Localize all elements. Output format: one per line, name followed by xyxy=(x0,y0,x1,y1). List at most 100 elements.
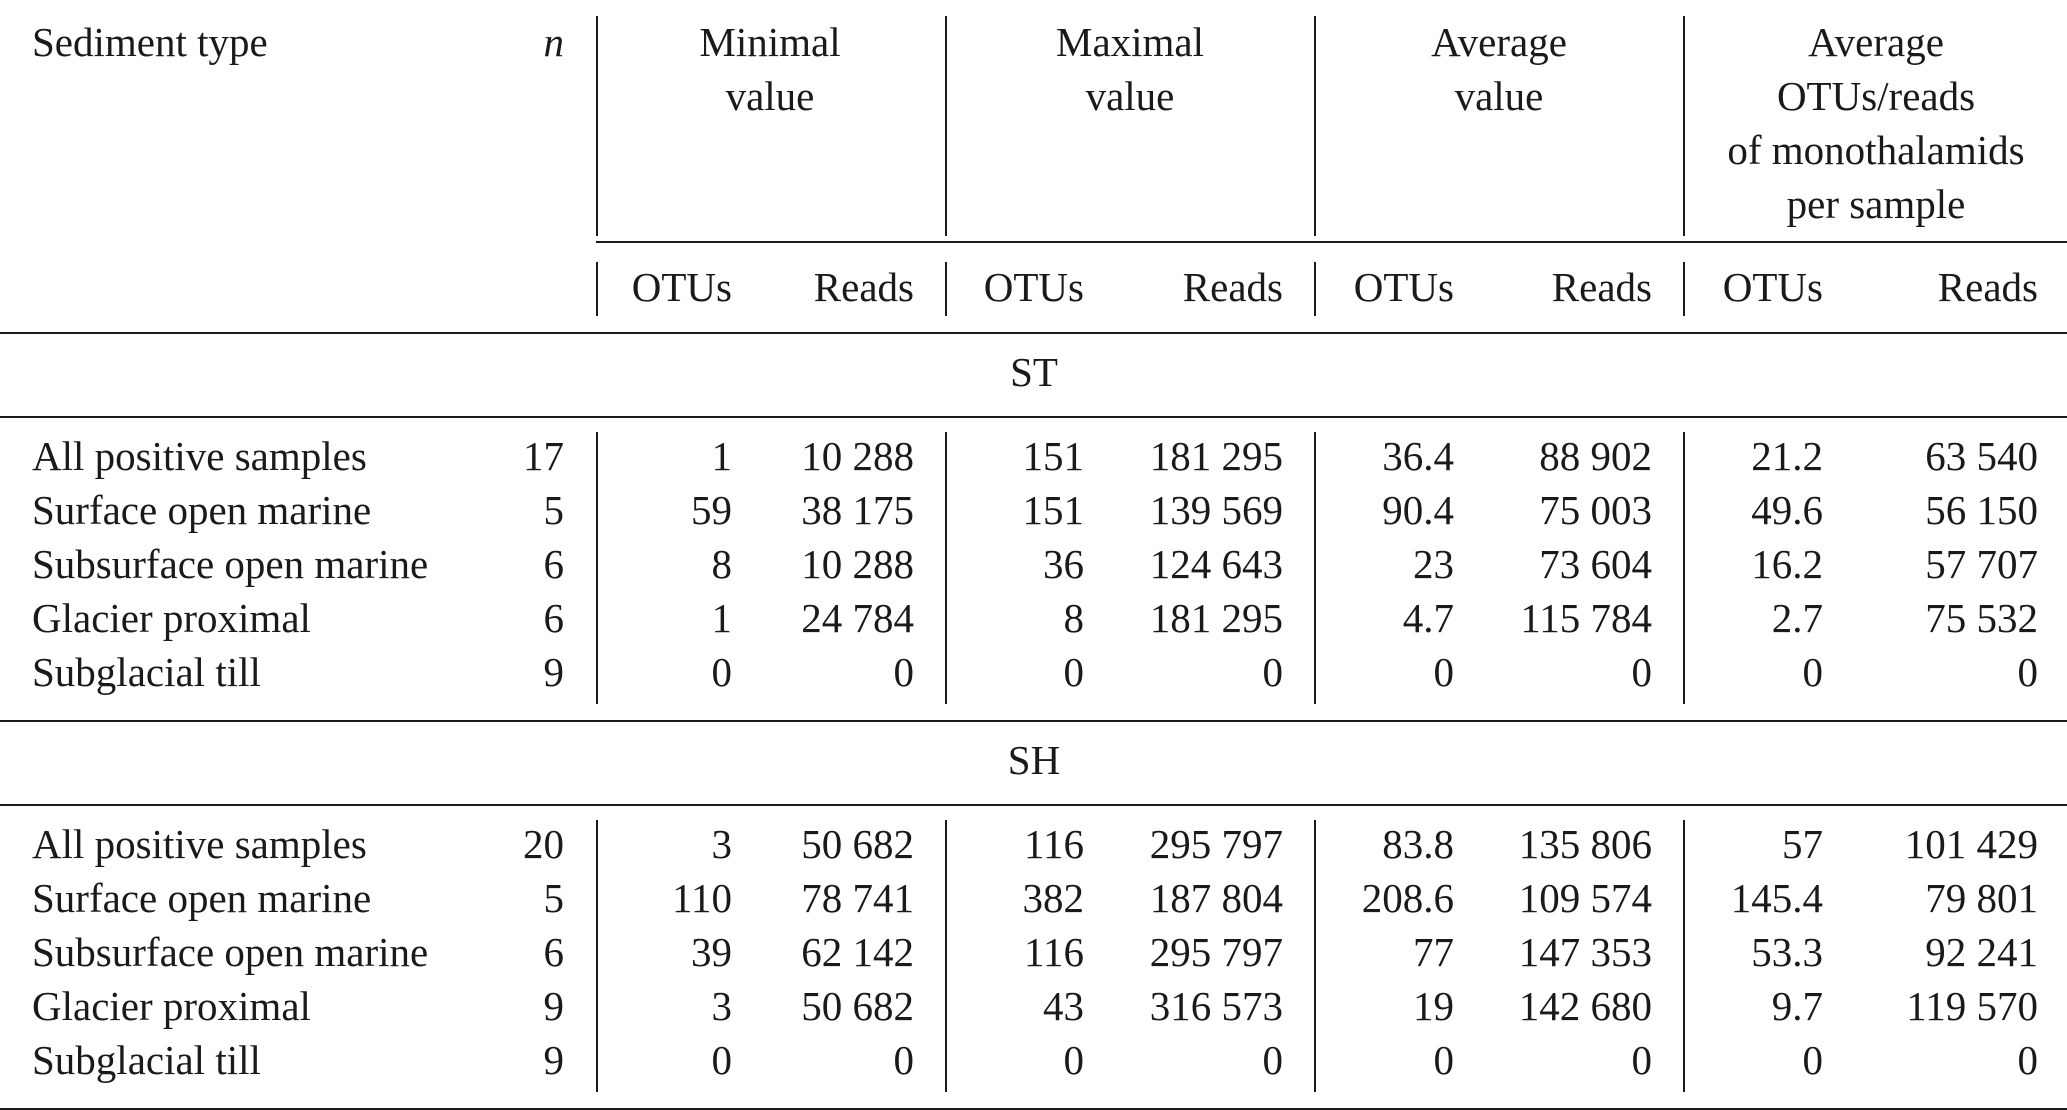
value-cell: 8 xyxy=(1063,595,1085,641)
n-cell: 5 xyxy=(543,487,565,533)
value-cell: 0 xyxy=(1802,1037,1824,1083)
value-cell: 3 xyxy=(711,821,733,867)
value-cell: 77 xyxy=(1413,929,1454,975)
subheader-cell: Reads xyxy=(1551,264,1652,310)
value-cell: 151 xyxy=(1022,433,1085,479)
value-cell: 92 241 xyxy=(1925,929,2038,975)
n-cell: 9 xyxy=(543,1037,565,1083)
value-cell: 49.6 xyxy=(1751,487,1823,533)
body-column-divider xyxy=(596,820,598,1092)
n-cell: 9 xyxy=(543,649,565,695)
value-cell: 0 xyxy=(1433,649,1455,695)
subheader-cell: OTUs xyxy=(631,264,732,310)
value-cell: 8 xyxy=(711,541,733,587)
value-cell: 19 xyxy=(1413,983,1454,1029)
value-cell: 79 801 xyxy=(1925,875,2038,921)
value-cell: 57 xyxy=(1782,821,1823,867)
value-cell: 0 xyxy=(1802,649,1824,695)
subheader-cell: Reads xyxy=(813,264,914,310)
sediment-type-cell: Surface open marine xyxy=(32,875,372,921)
sediment-type-cell: All positive samples xyxy=(32,433,367,479)
value-cell: 295 797 xyxy=(1149,929,1283,975)
value-cell: 145.4 xyxy=(1730,875,1823,921)
value-cell: 21.2 xyxy=(1751,433,1823,479)
value-cell: 53.3 xyxy=(1751,929,1823,975)
subheader-column-divider xyxy=(1683,262,1685,316)
value-cell: 187 804 xyxy=(1149,875,1283,921)
section-label: ST xyxy=(1010,349,1058,395)
value-cell: 151 xyxy=(1022,487,1085,533)
subheader-cell: OTUs xyxy=(1353,264,1454,310)
value-cell: 0 xyxy=(1063,1037,1085,1083)
value-cell: 0 xyxy=(1063,649,1085,695)
subheader-column-divider xyxy=(596,262,598,316)
body-column-divider xyxy=(1314,820,1316,1092)
sediment-type-cell: Subglacial till xyxy=(32,649,261,695)
value-cell: 38 175 xyxy=(801,487,914,533)
value-cell: 124 643 xyxy=(1149,541,1283,587)
value-cell: 2.7 xyxy=(1771,595,1823,641)
value-cell: 382 xyxy=(1022,875,1085,921)
section-label-rule xyxy=(0,804,2067,806)
value-cell: 0 xyxy=(893,649,915,695)
value-cell: 0 xyxy=(1631,649,1653,695)
n-cell: 9 xyxy=(543,983,565,1029)
sediment-type-cell: Surface open marine xyxy=(32,487,372,533)
subheader-cell: OTUs xyxy=(983,264,1084,310)
group-header-line: value xyxy=(1085,73,1175,119)
header-column-divider xyxy=(945,16,947,236)
group-header-line: value xyxy=(1454,73,1544,119)
value-cell: 57 707 xyxy=(1925,541,2038,587)
sediment-type-cell: All positive samples xyxy=(32,821,367,867)
value-cell: 90.4 xyxy=(1382,487,1454,533)
group-header-line: Minimal xyxy=(699,19,841,65)
value-cell: 0 xyxy=(2017,1037,2039,1083)
n-cell: 5 xyxy=(543,875,565,921)
value-cell: 36 xyxy=(1043,541,1084,587)
value-cell: 135 806 xyxy=(1518,821,1652,867)
value-cell: 83.8 xyxy=(1382,821,1454,867)
value-cell: 115 784 xyxy=(1520,595,1652,641)
sediment-type-cell: Glacier proximal xyxy=(32,983,311,1029)
value-cell: 9.7 xyxy=(1771,983,1823,1029)
value-cell: 1 xyxy=(711,595,733,641)
group-header-line: Maximal xyxy=(1055,19,1205,65)
body-column-divider xyxy=(945,820,947,1092)
value-cell: 62 142 xyxy=(801,929,914,975)
sediment-type-header: Sediment type xyxy=(32,19,268,65)
value-cell: 75 003 xyxy=(1539,487,1652,533)
value-cell: 181 295 xyxy=(1149,433,1283,479)
value-cell: 10 288 xyxy=(801,433,914,479)
section-label-rule xyxy=(0,416,2067,418)
header-bottom-rule xyxy=(0,332,2067,334)
value-cell: 316 573 xyxy=(1149,983,1283,1029)
value-cell: 101 429 xyxy=(1904,821,2038,867)
value-cell: 147 353 xyxy=(1518,929,1652,975)
body-column-divider xyxy=(596,432,598,704)
value-cell: 116 xyxy=(1024,821,1084,867)
value-cell: 0 xyxy=(711,1037,733,1083)
value-cell: 139 569 xyxy=(1149,487,1283,533)
body-column-divider xyxy=(1683,432,1685,704)
group-header-line: OTUs/reads xyxy=(1776,73,1976,119)
value-cell: 3 xyxy=(711,983,733,1029)
group-header-line: Average xyxy=(1431,19,1567,65)
sediment-type-cell: Subglacial till xyxy=(32,1037,261,1083)
value-cell: 109 574 xyxy=(1518,875,1652,921)
value-cell: 63 540 xyxy=(1925,433,2038,479)
value-cell: 75 532 xyxy=(1925,595,2038,641)
value-cell: 4.7 xyxy=(1402,595,1454,641)
subheader-cell: Reads xyxy=(1182,264,1283,310)
value-cell: 10 288 xyxy=(801,541,914,587)
value-cell: 142 680 xyxy=(1518,983,1652,1029)
value-cell: 59 xyxy=(691,487,732,533)
header-column-divider xyxy=(1683,16,1685,236)
value-cell: 0 xyxy=(1262,649,1284,695)
sediment-type-cell: Subsurface open marine xyxy=(32,541,429,587)
value-cell: 295 797 xyxy=(1149,821,1283,867)
n-cell: 17 xyxy=(523,433,564,479)
value-cell: 16.2 xyxy=(1751,541,1823,587)
value-cell: 119 570 xyxy=(1906,983,2038,1029)
subheader-cell: OTUs xyxy=(1722,264,1823,310)
